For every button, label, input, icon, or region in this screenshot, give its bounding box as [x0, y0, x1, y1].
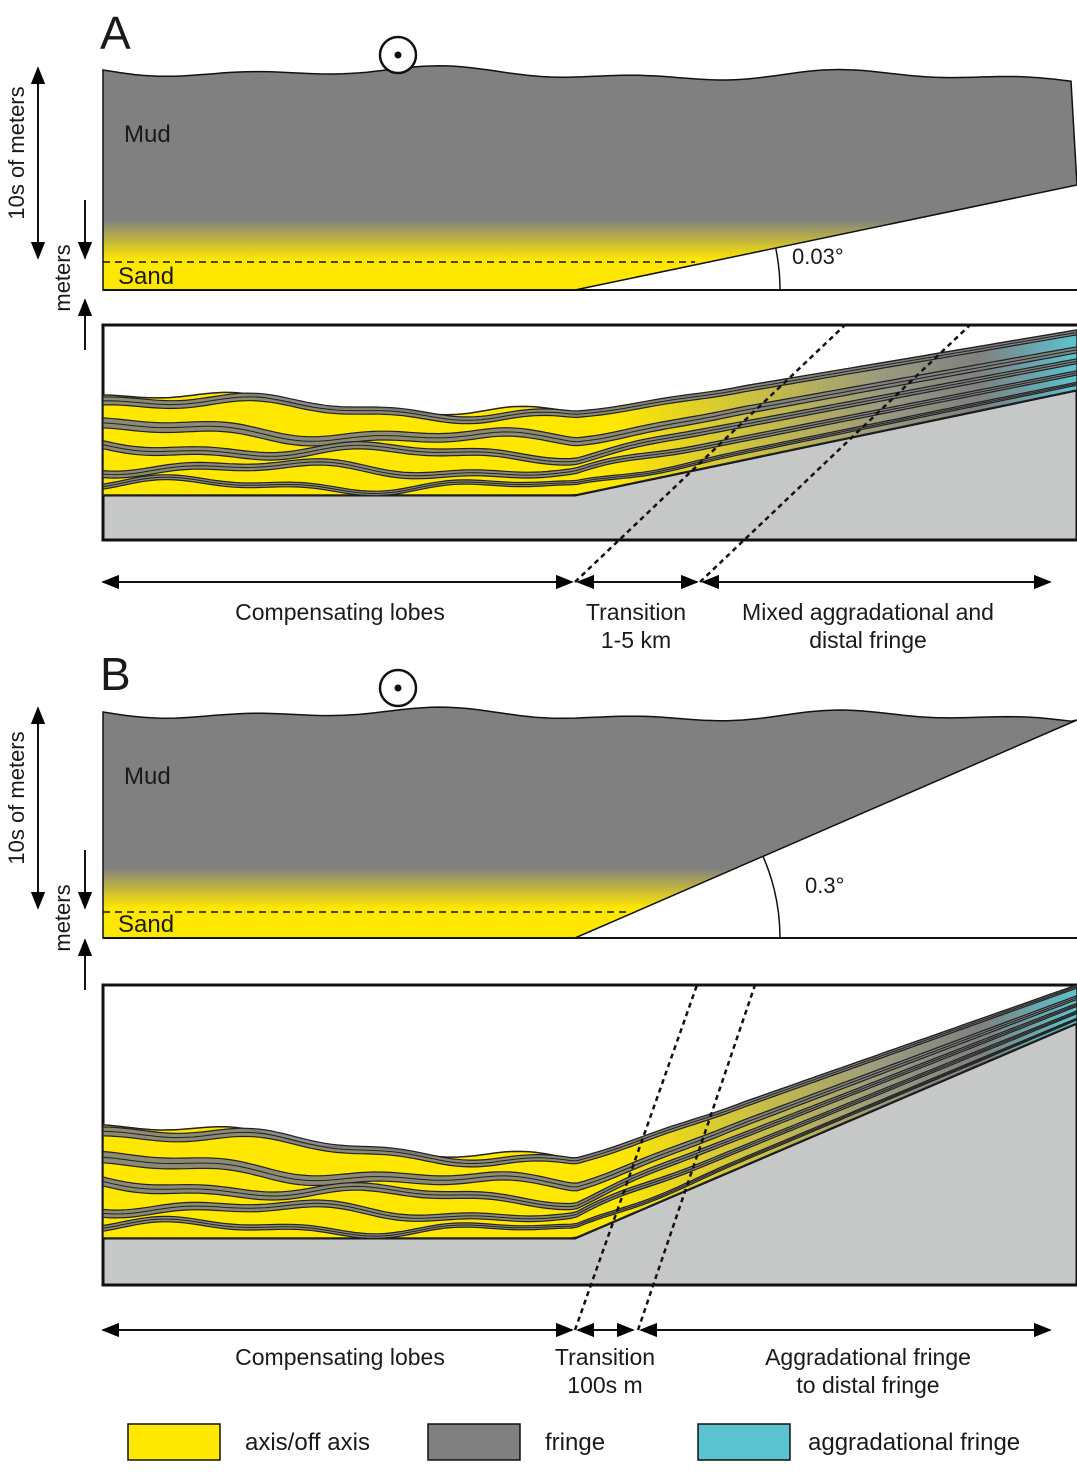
angle-label: 0.03° [792, 244, 844, 269]
panel-label: B [100, 648, 131, 700]
zone-label: Aggradational fringe [765, 1344, 971, 1370]
legend-label: axis/off axis [245, 1429, 370, 1456]
zone-label: 1-5 km [601, 627, 671, 653]
legend-label: aggradational fringe [808, 1429, 1020, 1456]
scale-large-label: 10s of meters [4, 731, 29, 864]
mud-layer [103, 707, 1077, 938]
panel-label: A [100, 7, 131, 59]
angle-label: 0.3° [805, 873, 844, 898]
zone-label: Transition [555, 1344, 655, 1370]
zone-label: distal fringe [809, 627, 927, 653]
legend-swatch [698, 1424, 790, 1460]
figure: 0.03° Mud Sand A 10s of meters meters Compensa… [0, 0, 1077, 1472]
zone-label: Mixed aggradational and [742, 599, 994, 625]
zone-label: Compensating lobes [235, 599, 445, 625]
legend-swatch [128, 1424, 220, 1460]
zone-label: Compensating lobes [235, 1344, 445, 1370]
zone-label: 100s m [567, 1372, 642, 1398]
sand-label: Sand [118, 911, 174, 938]
flow-direction-dot [395, 685, 402, 692]
scale-large-label: 10s of meters [4, 86, 29, 219]
angle-arc [763, 856, 780, 938]
flow-direction-dot [395, 52, 402, 59]
scale-small-label: meters [50, 244, 75, 311]
mud-label: Mud [124, 121, 171, 148]
angle-arc [776, 248, 780, 290]
legend-label: fringe [545, 1429, 605, 1456]
scale-small-label: meters [50, 884, 75, 951]
sand-label: Sand [118, 263, 174, 290]
zone-label: Transition [586, 599, 686, 625]
zone-label: to distal fringe [796, 1372, 939, 1398]
legend-swatch [428, 1424, 520, 1460]
mud-layer [103, 66, 1077, 290]
mud-label: Mud [124, 763, 171, 790]
